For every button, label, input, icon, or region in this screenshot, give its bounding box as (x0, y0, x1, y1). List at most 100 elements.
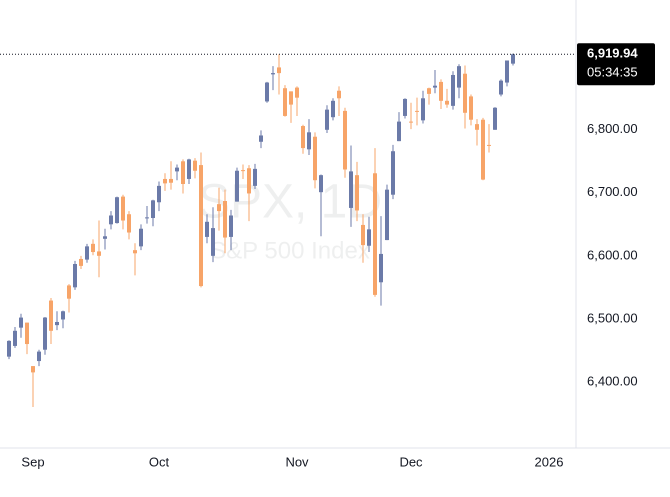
candle-body (505, 60, 509, 83)
candle-body (55, 321, 59, 326)
candle-body (61, 311, 65, 320)
candle-body (415, 110, 419, 112)
candle-body (247, 168, 251, 194)
candle-body (421, 98, 425, 121)
candle-body (163, 178, 167, 184)
candle-body (331, 100, 335, 118)
candle-body (361, 224, 365, 246)
candle-body (469, 96, 473, 120)
candle-body (409, 121, 413, 123)
candle-body (427, 88, 431, 94)
candle-body (511, 54, 515, 64)
x-tick-label: Sep (21, 454, 44, 469)
candle-body (85, 246, 89, 260)
last-price-tag (577, 43, 655, 86)
candle-body (493, 107, 497, 130)
y-tick-label: 6,800.00 (587, 121, 638, 136)
candle-body (289, 91, 293, 105)
candle-body (235, 170, 239, 202)
candle-body (151, 200, 155, 219)
candle-body (181, 161, 185, 184)
candle-body (193, 160, 197, 171)
candle-body (133, 250, 137, 254)
x-tick-label: Oct (149, 454, 170, 469)
candle-body (373, 173, 377, 295)
candle-body (313, 136, 317, 181)
candle-body (79, 258, 83, 266)
candle-body (103, 236, 107, 239)
candle-body (301, 126, 305, 149)
candle-body (223, 201, 227, 238)
candle-body (367, 229, 371, 246)
candle-body (175, 167, 179, 172)
candle-body (91, 243, 95, 253)
candle-body (487, 144, 491, 146)
watermark-subtitle: S&P 500 Index (210, 237, 370, 264)
candle-body (229, 215, 233, 237)
candle-body (211, 228, 215, 256)
candle-body (463, 73, 467, 113)
last-price-label: 6,919.94 (587, 46, 638, 61)
candle-body (343, 110, 347, 170)
candle-body (337, 90, 341, 99)
candle-body (37, 351, 41, 362)
y-tick-label: 6,500.00 (587, 310, 638, 325)
candle-body (73, 264, 77, 288)
candle-body (433, 85, 437, 88)
candle-body (109, 215, 113, 225)
candle-body (259, 135, 263, 142)
x-tick-label: Dec (399, 454, 423, 469)
candle-body (355, 175, 359, 211)
candle-body (349, 171, 353, 208)
y-tick-label: 6,600.00 (587, 247, 638, 262)
candle-body (169, 178, 173, 183)
candle-body (307, 132, 311, 150)
candle-body (121, 196, 125, 221)
candle-body (139, 228, 143, 247)
x-tick-label: 2026 (535, 454, 564, 469)
candle-body (145, 217, 149, 219)
candle-body (241, 170, 245, 172)
candle-body (475, 124, 479, 130)
candle-body (127, 214, 131, 233)
candle-body (115, 197, 119, 224)
candle-body (325, 109, 329, 130)
candle-body (295, 87, 299, 98)
candle-body (49, 300, 53, 331)
candle-body (217, 204, 221, 212)
candle-body (397, 121, 401, 142)
candle-body (43, 317, 47, 350)
candle-body (403, 98, 407, 116)
candle-body (445, 100, 449, 105)
candle-body (481, 119, 485, 180)
candle-body (7, 340, 11, 357)
candle-body (271, 73, 275, 75)
candle-body (187, 159, 191, 179)
candle-body (199, 165, 203, 287)
candle-body (97, 251, 101, 256)
candle-body (205, 221, 209, 237)
candle-body (31, 366, 35, 373)
candle-body (19, 317, 23, 328)
candle-body (277, 67, 281, 74)
candle-body (283, 88, 287, 116)
candle-body (25, 322, 29, 345)
candle-body (319, 175, 323, 193)
candle-body (157, 185, 161, 203)
candle-body (265, 82, 269, 102)
candle-body (457, 66, 461, 88)
candle-body (253, 168, 257, 186)
candle-body (67, 285, 71, 299)
candle-body (451, 74, 455, 106)
candle-body (13, 330, 17, 346)
y-tick-label: 6,700.00 (587, 184, 638, 199)
candle-body (379, 253, 383, 283)
candle-body (439, 81, 443, 101)
candle-body (385, 189, 389, 241)
y-tick-label: 6,400.00 (587, 373, 638, 388)
candle-body (499, 80, 503, 95)
countdown: 05:34:35 (587, 65, 638, 80)
candle-body (391, 151, 395, 195)
